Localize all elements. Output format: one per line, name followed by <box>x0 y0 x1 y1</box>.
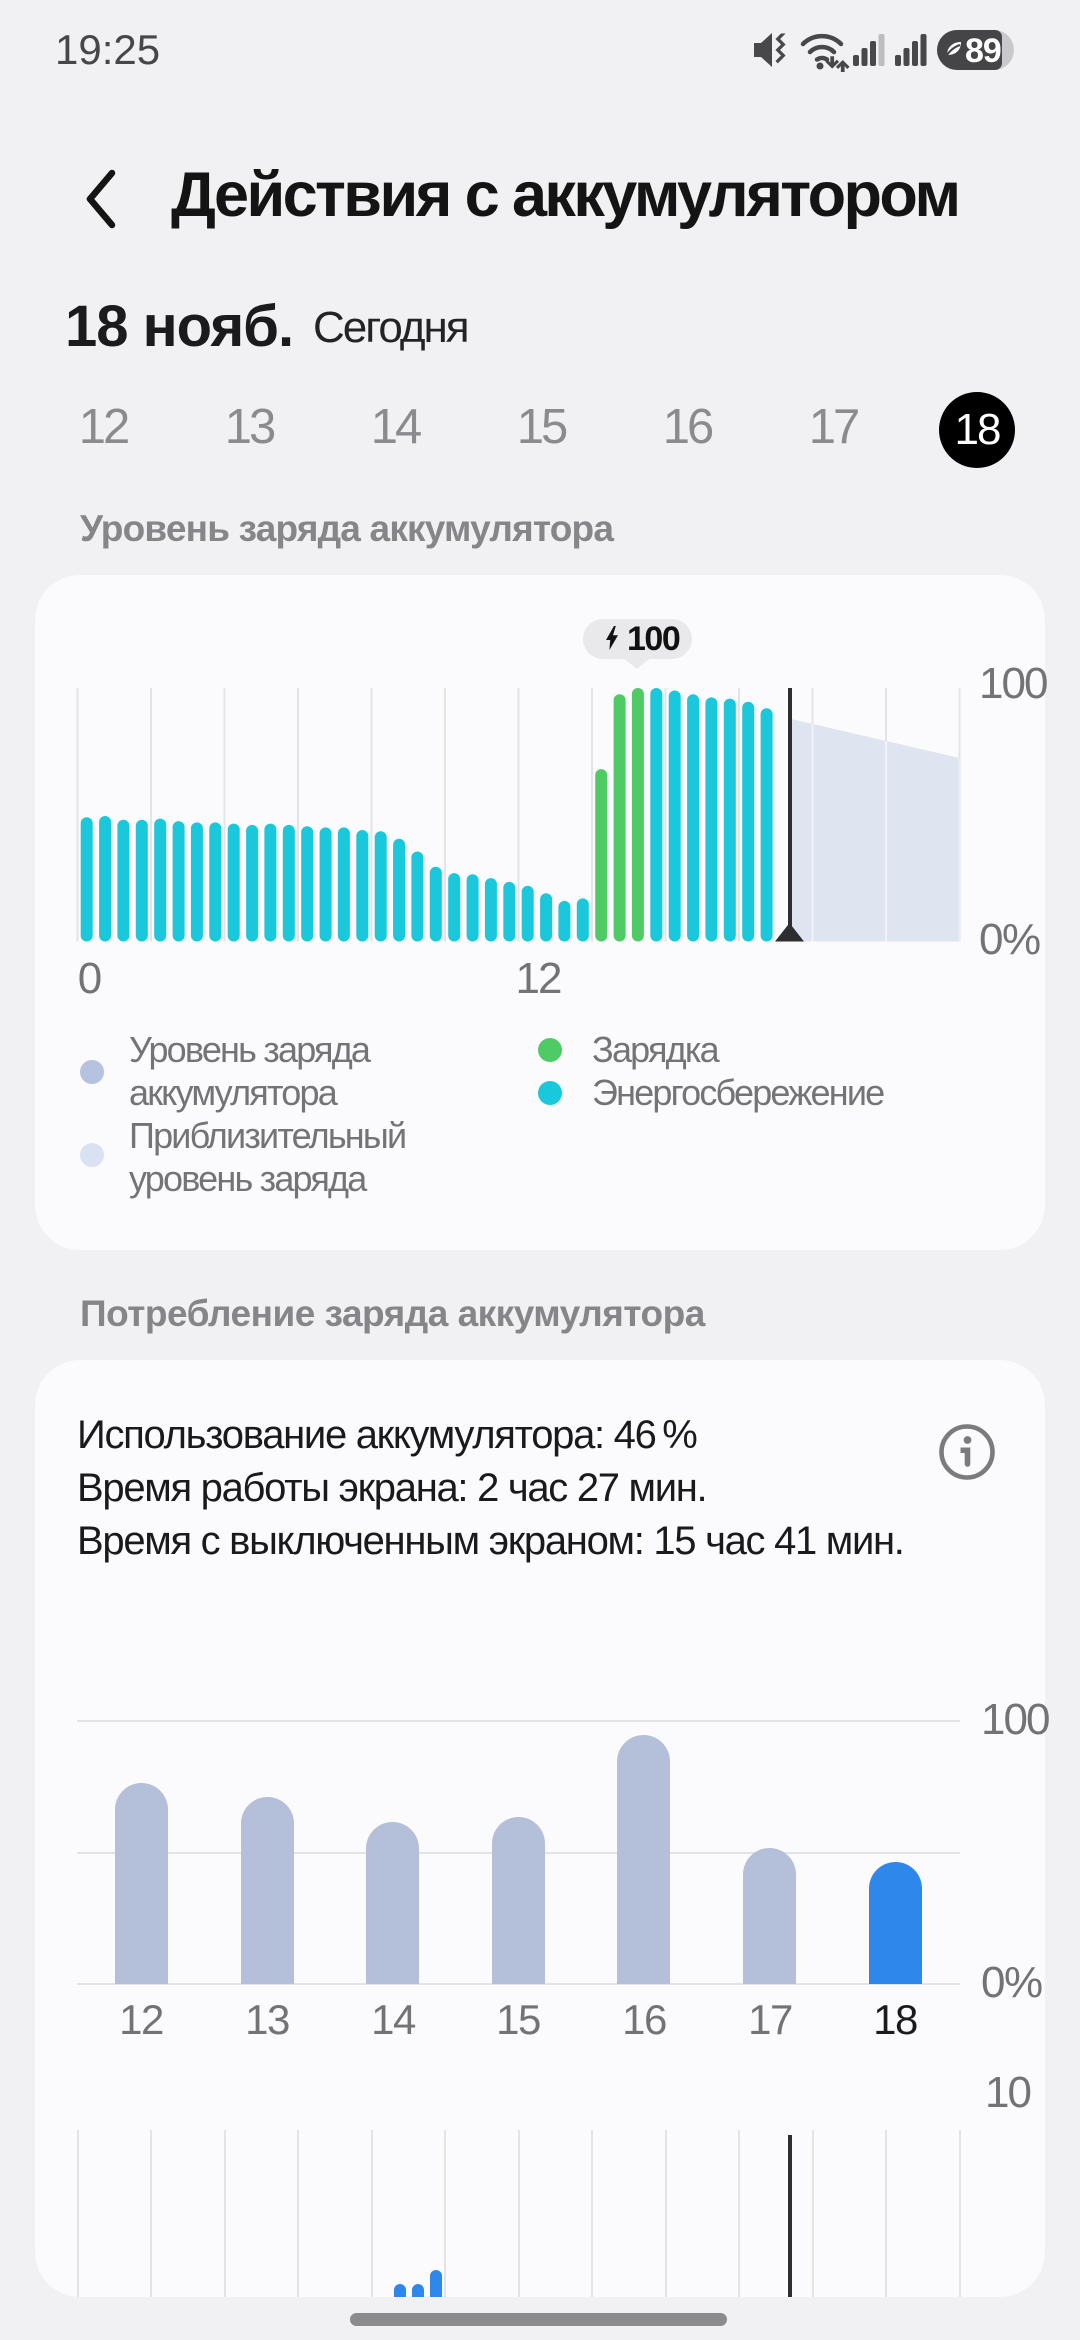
svg-text:89: 89 <box>965 32 1001 70</box>
